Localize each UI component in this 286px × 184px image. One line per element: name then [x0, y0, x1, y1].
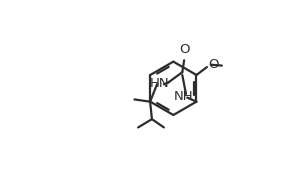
Text: NH: NH	[173, 90, 193, 103]
Text: O: O	[179, 43, 189, 56]
Text: HN: HN	[150, 77, 170, 91]
Text: O: O	[208, 58, 219, 71]
